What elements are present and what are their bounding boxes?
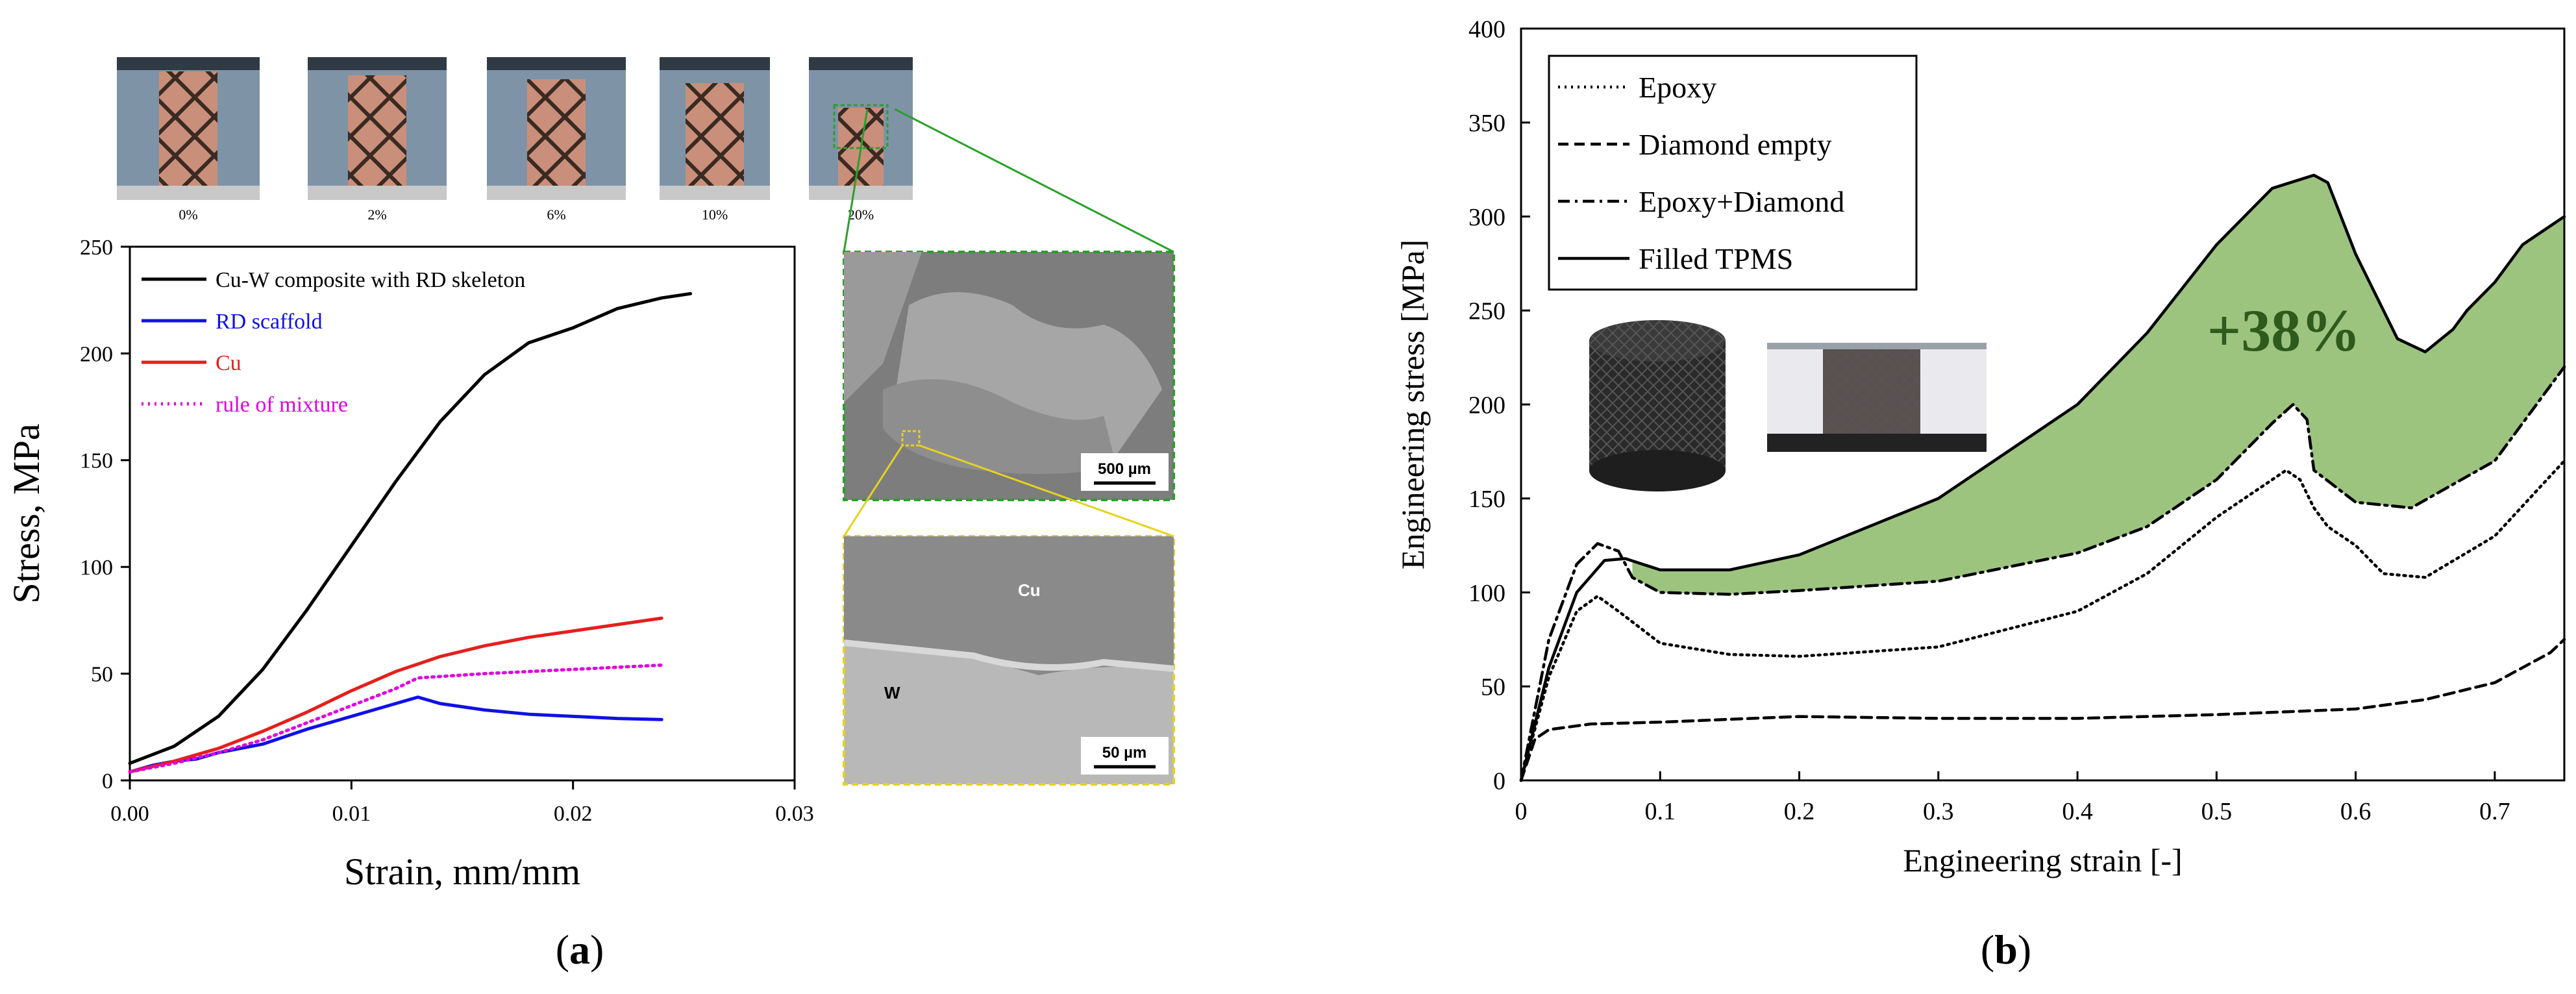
legend-entry-1: Diamond empty [1639,128,1832,161]
series-line-0 [128,292,693,765]
top-platen [308,57,447,70]
x-tick-label: 0 [1515,798,1528,825]
x-axis-label: Engineering strain [-] [1903,842,2182,878]
series-line-2 [128,616,663,774]
y-tick-label: 0 [102,769,113,793]
phase-label-w: W [884,683,900,702]
legend-entry-2: Cu [216,351,242,375]
compression-photo-strip: 0% 2% 6% 10% 20% [117,57,913,223]
plot-frame [129,245,796,782]
x-tick-label: 0.01 [332,802,371,826]
lower-platen [1767,434,1987,452]
y-tick-label: 250 [80,236,113,260]
y-tick-label: 300 [1468,204,1505,231]
micrograph-top: 500 µm [843,251,1175,501]
bottom-platen [660,186,770,200]
specimen-lattice [348,75,406,186]
y-axis-label: Engineering stress [MPa] [1394,240,1431,569]
series-line-1 [128,695,663,774]
series-line-1 [1519,638,2566,782]
zoom-box [833,104,889,149]
x-tick-label: 0.6 [2340,798,2372,825]
legend-entry-0: Cu-W composite with RD skeleton [216,268,525,292]
series-line-2 [1519,365,2566,782]
x-tick-label: 0.02 [554,802,593,826]
panel-label-b: (b) [1981,926,2031,973]
top-platen [487,57,626,70]
photo-frame-4: 20% [809,57,913,223]
y-tick-label: 200 [80,342,113,366]
cylinder-bottom [1589,450,1726,491]
phase-label-cu: Cu [1018,580,1041,600]
strain-label: 10% [702,206,728,223]
x-tick-label: 0.1 [1645,798,1676,825]
legend-entry-2: Epoxy+Diamond [1639,185,1844,218]
photo-frame-1: 2% [308,57,447,223]
strain-label: 6% [547,206,565,223]
x-tick-label: 0.5 [2201,798,2233,825]
zoom-connectors [843,108,1174,538]
legend: Epoxy Diamond empty Epoxy+Diamond Filled TP… [1548,55,1918,291]
y-tick-label: 100 [1468,580,1505,607]
legend: Cu-W composite with RD skeleton RD scaffo… [142,268,525,417]
bottom-platen [487,186,626,200]
x-tick-label: 0.2 [1784,798,1815,825]
y-tick-label: 150 [80,449,113,473]
y-tick-label: 50 [91,663,113,687]
photo-frame-2: 6% [487,57,626,223]
upper-platen [1767,343,1987,349]
specimen-lattice [686,83,744,186]
top-platen [117,57,260,70]
scale-bar-50: 50 µm [1102,744,1147,762]
micrograph-bottom: Cu W 50 µm [843,535,1175,786]
x-tick-label: 0.03 [775,802,814,826]
legend-frame [1548,55,1918,291]
x-axis-label: Strain, mm/mm [344,851,580,893]
y-tick-label: 50 [1481,674,1505,701]
bottom-platen [308,186,447,200]
y-tick-label: 0 [1493,767,1505,795]
strain-label: 2% [367,206,386,223]
strain-label: 20% [848,206,874,223]
y-tick-label: 250 [1468,298,1505,325]
y-tick-label: 400 [1468,16,1505,43]
photo-frame-0: 0% [117,57,260,223]
legend-entry-0: Epoxy [1639,71,1716,104]
photo-frame-3: 10% [660,57,770,223]
specimen-lattice [527,79,586,186]
series-line-3 [1519,173,2566,782]
sample-photo-compression [1767,343,1987,452]
strain-label: 0% [179,206,197,223]
scale-bar-500: 500 µm [1098,460,1151,478]
y-tick-label: 200 [1468,391,1505,419]
sample-photo-cylinder [1589,320,1726,491]
chart-b: 0 0.1 0.2 0.3 0.4 0.5 0.6 0.7 0 50 100 150 200 250 300… [1394,16,2566,878]
x-tick-label: 0.00 [110,802,149,826]
x-tick-label: 0.3 [1923,798,1954,825]
y-tick-label: 350 [1468,110,1505,137]
y-tick-label: 150 [1468,486,1505,513]
panel-label-a: (a) [556,926,604,973]
compressed-mesh [1823,349,1920,434]
series-line-0 [1519,459,2566,782]
x-tick-label: 0.7 [2479,798,2510,825]
chart-a: 0.00 0.01 0.02 0.03 0 50 100 150 200 250 Strain, m… [5,236,814,893]
bottom-platen [117,186,260,200]
y-tick-label: 100 [80,556,113,580]
y-axis-label: Stress, MPa [5,423,47,603]
top-platen [660,57,770,70]
bottom-platen [809,186,913,200]
legend-entry-3: Filled TPMS [1639,242,1793,275]
specimen-lattice [159,71,217,186]
cylinder-top-mesh [1589,320,1726,362]
legend-entry-3: rule of mixture [216,393,348,417]
x-tick-label: 0.4 [2062,798,2093,825]
gain-annotation: +38% [2207,297,2360,364]
top-platen [809,57,913,70]
cylinder-mesh [1589,341,1726,471]
legend-entry-1: RD scaffold [216,310,323,334]
